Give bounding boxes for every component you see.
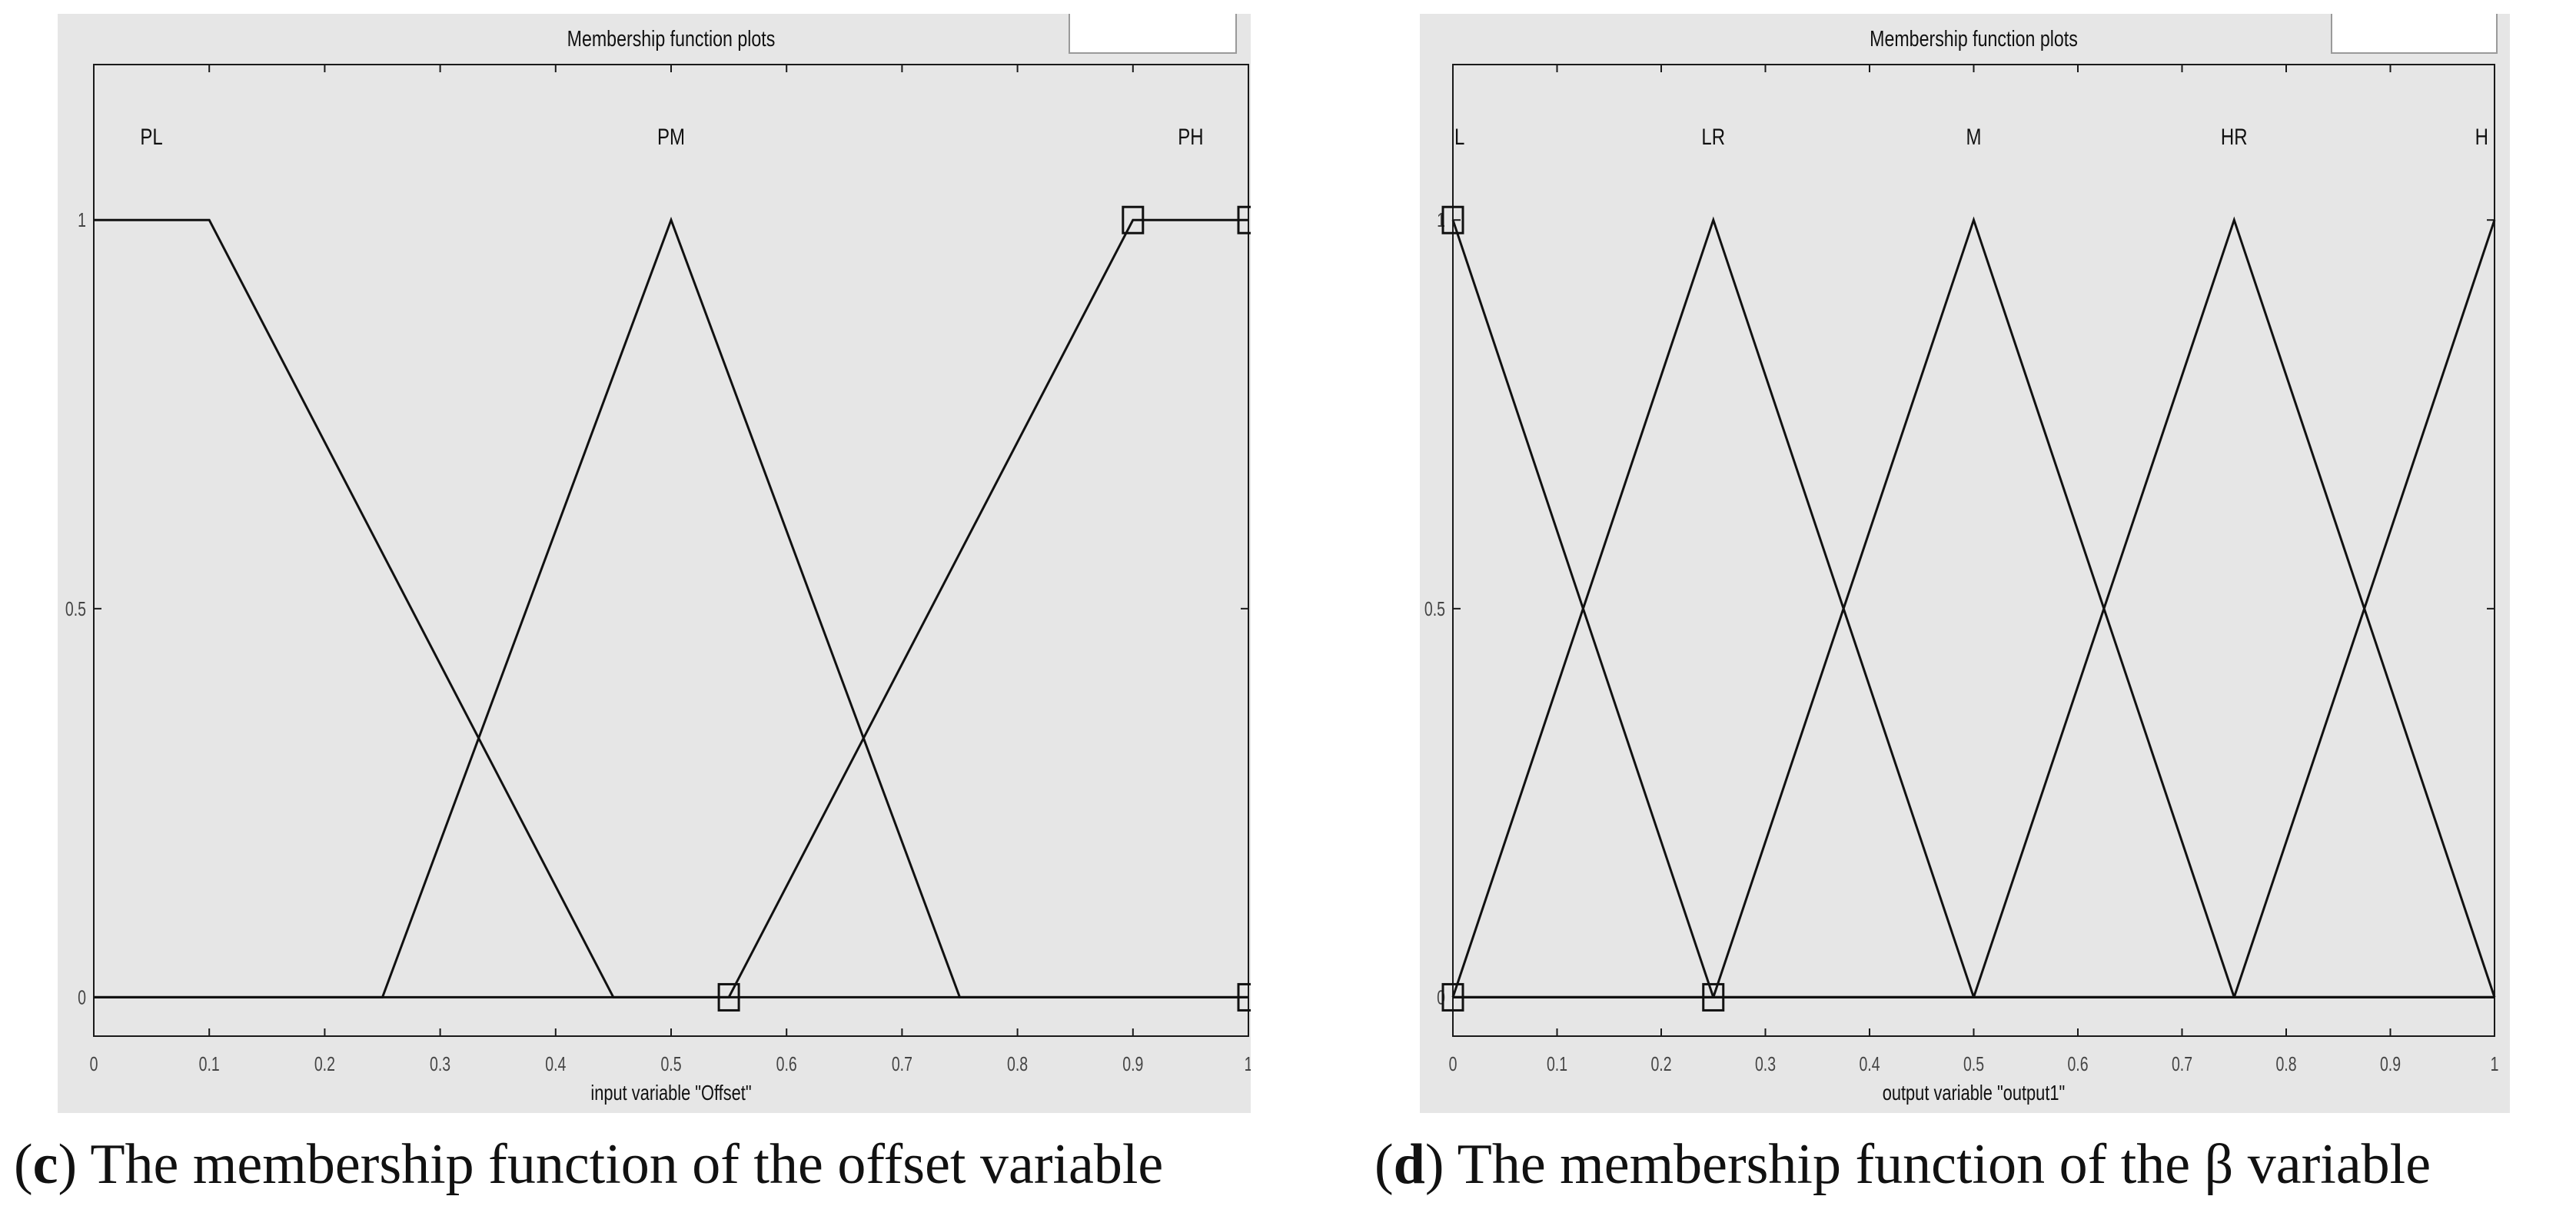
membership-line-pm: [94, 216, 1248, 998]
x-axis-label: output variable "output1": [1883, 1081, 2066, 1105]
x-tick-label: 0.2: [314, 1052, 335, 1075]
x-tick-label: 0.8: [1007, 1052, 1028, 1075]
x-tick-label: 0.7: [892, 1052, 912, 1075]
membership-line-m: [1453, 216, 2495, 998]
membership-line-hr: [1453, 216, 2496, 998]
plot-axes-box: [1452, 64, 2495, 1037]
series-label-lr: LR: [1701, 123, 1725, 149]
selection-marker: [1122, 205, 1145, 234]
y-tick-label: 0.5: [65, 597, 86, 620]
selection-marker: [1237, 982, 1251, 1012]
x-tick-label: 0.5: [660, 1052, 681, 1075]
x-tick-label: 0: [90, 1052, 98, 1075]
membership-chart-beta: Membership function plots 0 0.1 0.2 0.3 0.4 0.…: [1424, 25, 2499, 1105]
x-tick-label: 0.8: [2275, 1052, 2296, 1075]
y-tick-label: 0: [78, 986, 86, 1008]
x-tick-label: 0.4: [545, 1052, 566, 1075]
y-tick-label: 0: [1437, 986, 1445, 1008]
series-label-l: L: [1454, 123, 1464, 149]
series-label-ph: PH: [1178, 123, 1203, 149]
x-tick-label: 0.9: [2380, 1052, 2401, 1075]
selection-marker: [1702, 982, 1725, 1012]
figure-caption-d: (d) The membership function of the β var…: [1374, 1133, 2431, 1196]
empty-corner-box: [1069, 14, 1237, 54]
x-tick-label: 0.3: [430, 1052, 450, 1075]
x-tick-label: 0.5: [1963, 1052, 1984, 1075]
empty-corner-box: [2331, 14, 2498, 54]
series-label-pl: PL: [140, 123, 162, 149]
membership-plot-panel-offset: Membership function plots 0 0.1 0.2 0.3 0.4 0.…: [58, 14, 1251, 1113]
x-tick-label: 0.9: [1122, 1052, 1143, 1075]
x-tick-label: 0.6: [2067, 1052, 2088, 1075]
x-axis-label: input variable "Offset": [590, 1081, 751, 1105]
x-tick-label: 0.4: [1859, 1052, 1880, 1075]
x-tick-label: 0.3: [1755, 1052, 1776, 1075]
series-label-m: M: [1966, 123, 1982, 149]
figure-caption-c: (c) The membership function of the offse…: [14, 1133, 1164, 1196]
membership-line-lr: [1451, 216, 2495, 998]
series-label-pm: PM: [657, 123, 685, 149]
x-tick-label: 0.2: [1650, 1052, 1671, 1075]
y-tick-label: 1: [1437, 208, 1445, 231]
x-tick-label: 1: [1245, 1052, 1251, 1075]
plot-axes-box: [93, 64, 1249, 1037]
x-tick-label: 0.7: [2172, 1052, 2192, 1075]
membership-plot-panel-beta: Membership function plots 0 0.1 0.2 0.3 0.4 0.…: [1420, 14, 2510, 1113]
membership-line-pl: [94, 218, 1248, 998]
x-tick-label: 0.6: [776, 1052, 797, 1075]
y-tick-label: 0.5: [1424, 597, 1445, 620]
x-tick-label: 0.1: [199, 1052, 220, 1075]
selection-marker: [1441, 982, 1464, 1012]
selection-marker: [717, 982, 740, 1012]
membership-line-h: [1453, 219, 2496, 998]
membership-line-l: [1451, 219, 2495, 998]
y-tick-label: 1: [78, 208, 86, 231]
chart-title: Membership function plots: [567, 25, 776, 51]
x-tick-label: 0.1: [1547, 1052, 1567, 1075]
x-tick-label: 0: [1449, 1052, 1458, 1075]
selection-marker: [1441, 205, 1464, 234]
chart-title: Membership function plots: [1870, 25, 2078, 51]
selection-marker: [1237, 205, 1251, 234]
x-tick-label: 1: [2491, 1052, 2499, 1075]
series-label-hr: HR: [2221, 123, 2248, 149]
membership-line-ph: [94, 218, 1248, 998]
series-label-h: H: [2475, 123, 2488, 149]
membership-chart-offset: Membership function plots 0 0.1 0.2 0.3 0.4 0.…: [65, 25, 1251, 1105]
